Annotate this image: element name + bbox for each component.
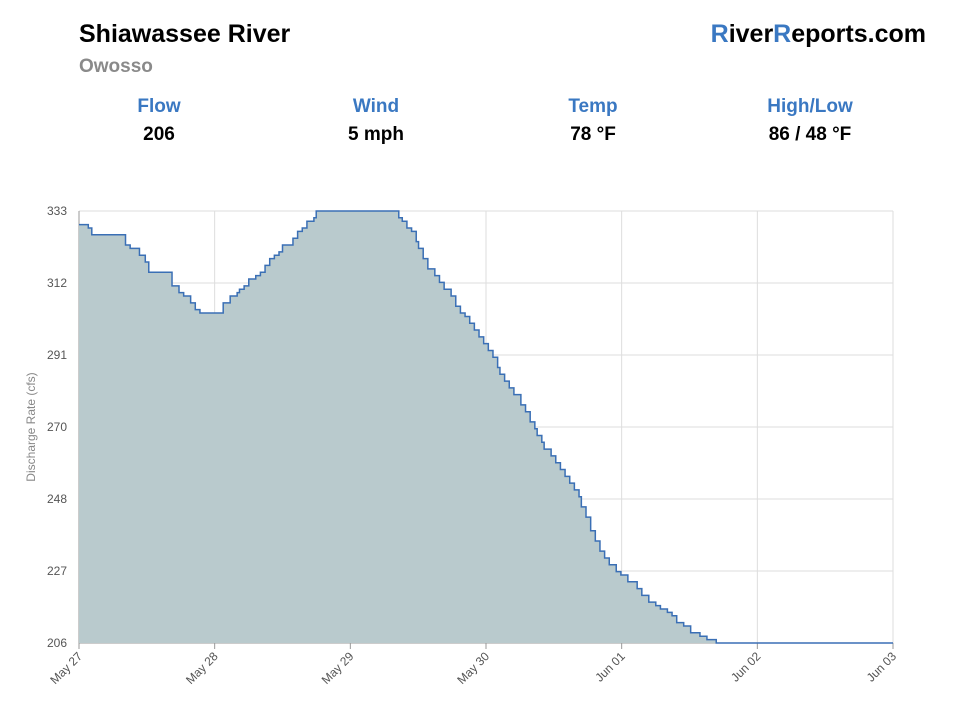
- stat-temp-label: Temp: [568, 96, 618, 117]
- stat-wind-label: Wind: [352, 96, 400, 117]
- stat-flow: Flow 206: [59, 96, 259, 146]
- y-tick-label: 333: [47, 204, 67, 218]
- x-tick-label: Jun 03: [864, 649, 900, 685]
- stat-wind: Wind 5 mph: [276, 96, 476, 146]
- y-axis-label: Discharge Rate (cfs): [24, 372, 38, 481]
- y-tick-label: 227: [47, 564, 67, 578]
- page-subtitle: Owosso: [79, 56, 153, 77]
- stat-flow-label: Flow: [137, 96, 181, 117]
- y-tick-label: 312: [47, 276, 67, 290]
- stat-high-low: High/Low 86 / 48 °F: [710, 96, 910, 146]
- brand-letter-r2: R: [773, 20, 792, 48]
- stat-high-low-value: 86 / 48 °F: [768, 124, 852, 145]
- y-tick-label: 206: [47, 636, 67, 650]
- x-tick-label: May 29: [319, 649, 357, 687]
- y-tick-label: 270: [47, 420, 67, 434]
- y-tick-label: 291: [47, 348, 67, 362]
- brand-logo[interactable]: RiverReports.com: [711, 20, 926, 49]
- x-axis-ticks: May 27 May 28 May 29 May 30 Jun 01 Jun 02 Jun …: [47, 649, 899, 687]
- y-tick-label: 248: [47, 492, 67, 506]
- x-tick-label: May 28: [183, 649, 221, 687]
- stat-temp: Temp 78 °F: [493, 96, 693, 146]
- y-axis-ticks: 333 312 291 270 248 227 206: [47, 204, 67, 650]
- chart-series: [79, 210, 893, 644]
- x-tick-label: May 27: [47, 649, 85, 687]
- x-tick-label: Jun 02: [728, 649, 764, 685]
- x-tick-label: Jun 01: [592, 649, 628, 685]
- brand-letter-r: R: [710, 20, 729, 48]
- x-tick-label: May 30: [454, 649, 492, 687]
- discharge-area: [79, 211, 893, 643]
- brand-part-iver: iver: [728, 20, 774, 48]
- stat-wind-value: 5 mph: [348, 124, 404, 145]
- brand-part-eports: eports.com: [791, 20, 926, 48]
- page-title: Shiawassee River: [79, 20, 291, 48]
- stat-flow-value: 206: [143, 124, 175, 145]
- discharge-line: [79, 210, 893, 644]
- stat-temp-value: 78 °F: [570, 124, 616, 145]
- stat-high-low-label: High/Low: [767, 96, 853, 117]
